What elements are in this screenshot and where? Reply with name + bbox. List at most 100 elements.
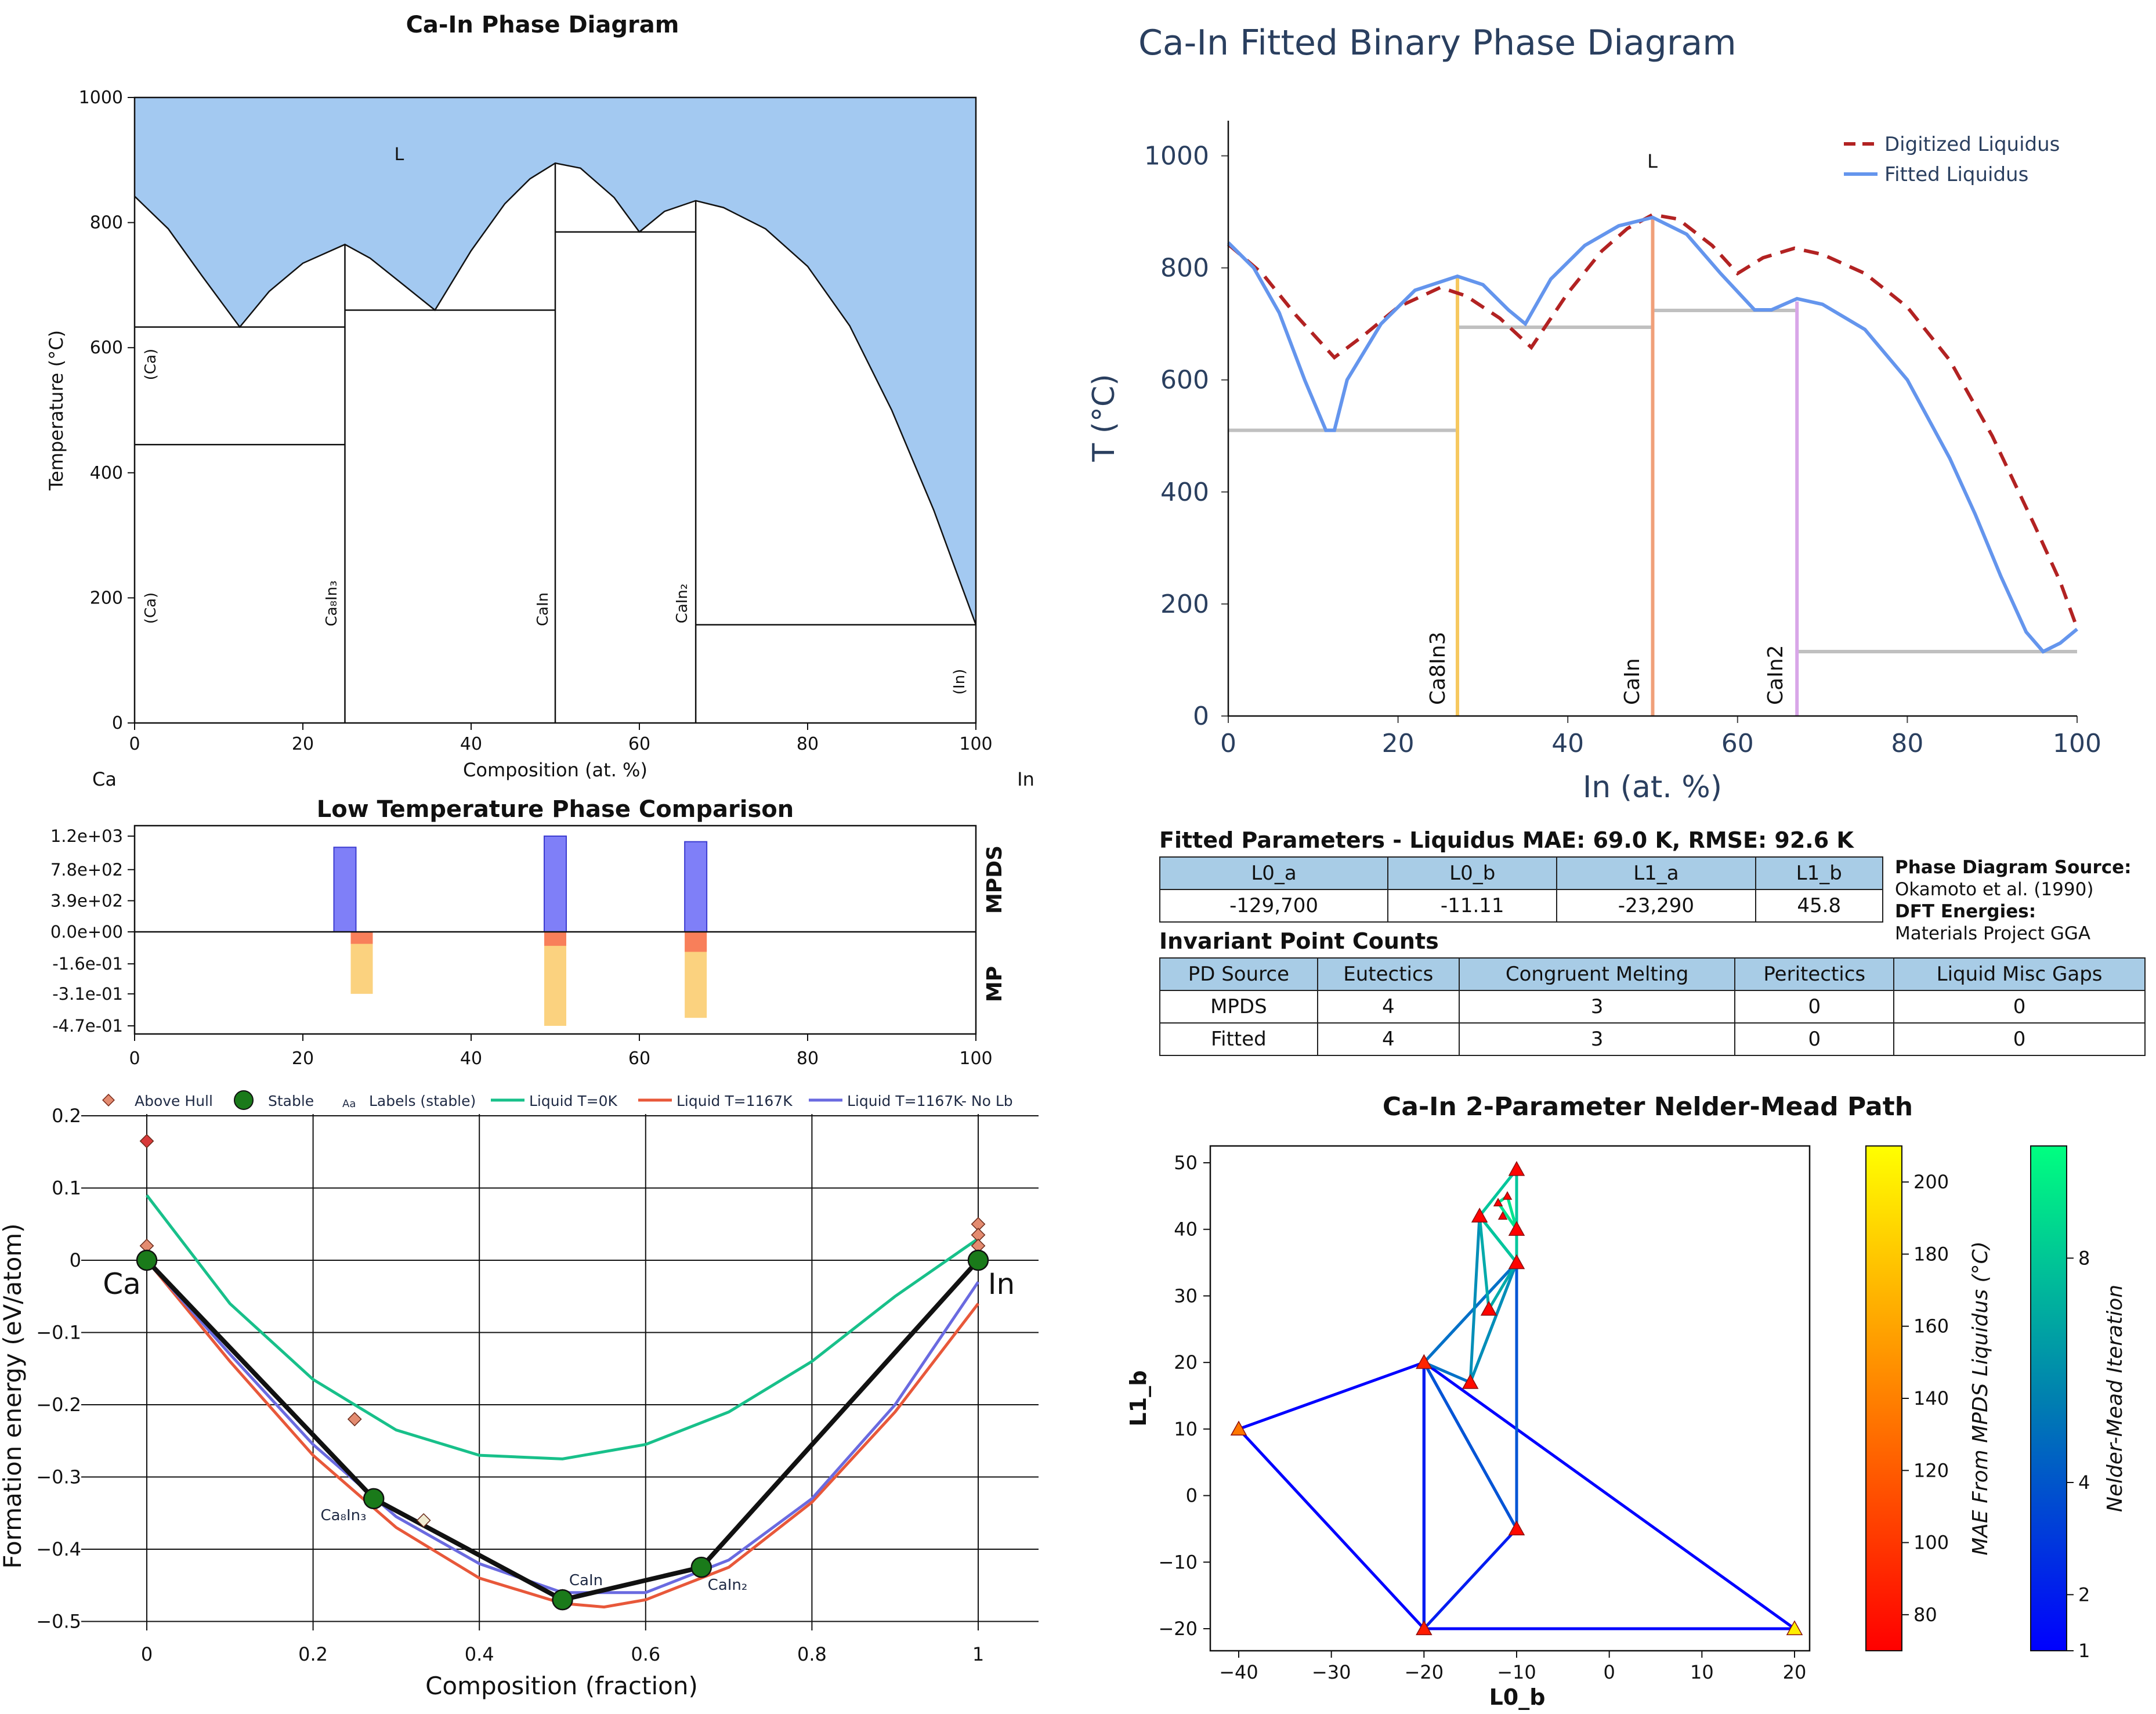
params-header-cell: L1_b: [1755, 856, 1884, 890]
pd2-title: Ca-In Fitted Binary Phase Diagram: [1138, 23, 1737, 63]
phase-label-ca-upper: (Ca): [142, 349, 160, 380]
above-hull-point: [416, 1513, 431, 1528]
phase-boundaries: [135, 163, 976, 723]
pd-source-label: Phase Diagram Source:: [1895, 857, 2132, 878]
x-tick-label: 60: [628, 734, 650, 754]
hull-grid: [81, 1114, 1039, 1630]
legend-liquid-1167k-label: Liquid T=1167K: [677, 1093, 793, 1109]
y-tick-label: -3.1e-01: [52, 984, 123, 1004]
y-tick-label: −0.4: [36, 1538, 81, 1560]
nm-point: [1462, 1374, 1479, 1389]
x-tick-label: 0.6: [631, 1643, 660, 1665]
x-tick-label: 0.8: [797, 1643, 827, 1665]
pd1-plot-frame: [133, 96, 977, 724]
nm-point: [1416, 1620, 1432, 1636]
x-tick-label: 40: [460, 734, 482, 754]
iteration-colorbar: [2030, 1145, 2067, 1651]
iter-tick-label: 4: [2078, 1471, 2090, 1494]
y-tick-label: 1.2e+03: [50, 826, 123, 846]
nm-axis-ticks: −40 −30 −20 −10 0 10 20 −20 −10 0 10 20 30 40 50: [1158, 1152, 1806, 1683]
x-tick-label: 20: [1382, 729, 1415, 758]
y-tick-label: 0: [70, 1249, 81, 1271]
hull-ylabel: Formation energy (eV/atom): [0, 1223, 27, 1568]
ltp-label-mpds: MPDS: [983, 845, 1007, 914]
y-tick-label: −0.1: [36, 1322, 81, 1344]
pd1-xlabel: Composition (at. %): [463, 759, 647, 781]
y-tick-label: −20: [1158, 1618, 1198, 1640]
inv-cell: 4: [1316, 1022, 1460, 1056]
pd2-axis-lines: [1227, 121, 2077, 717]
y-tick-label: 7.8e+02: [50, 860, 123, 880]
params-header-row: L0_a L0_b L1_a L1_b: [1159, 856, 1884, 890]
invariants-title: Invariant Point Counts: [1159, 928, 1439, 954]
pd2-liquid-label: L: [1647, 150, 1658, 172]
low-temp-comparison-panel: Low Temperature Phase Comparison 0 20 40 60…: [50, 796, 1007, 1069]
inv-cell: 0: [1734, 1022, 1895, 1056]
pd2-legend: Digitized Liquidus Fitted Liquidus: [1844, 133, 2060, 186]
x-tick-label: −40: [1219, 1661, 1258, 1683]
mae-colorbar: [1865, 1145, 1902, 1651]
x-tick-label: 0: [141, 1643, 153, 1665]
invariant-counts-table: PD Source Eutectics Congruent Melting Pe…: [1159, 957, 2146, 1056]
legend-fitted-label: Fitted Liquidus: [1884, 163, 2028, 186]
x-tick-label: 1: [972, 1643, 984, 1665]
above-hull-point: [971, 1238, 986, 1253]
x-tick-label: 0: [129, 1048, 140, 1069]
nm-points: [1230, 1160, 1803, 1636]
above-hull-point: [139, 1238, 154, 1253]
y-tick-label: 0.2: [52, 1105, 81, 1127]
params-value-cell: 45.8: [1755, 889, 1884, 923]
pd1-title: Ca-In Phase Diagram: [406, 12, 679, 38]
iteration-colorbar-label: Nelder-Mead Iteration: [2103, 1285, 2127, 1512]
inv-header-row: PD Source Eutectics Congruent Melting Pe…: [1159, 957, 2146, 991]
digitized-liquidus-line: [1227, 212, 2079, 629]
nm-point: [1480, 1300, 1497, 1316]
y-tick-label: 0.1: [52, 1177, 81, 1199]
x-tick-label: −20: [1405, 1661, 1444, 1683]
iter-tick-label: 8: [2078, 1247, 2090, 1269]
stable-point: [363, 1488, 385, 1510]
liquidus-line: [134, 162, 977, 625]
nm-point: [1497, 1211, 1508, 1220]
compound-label-cain2: CaIn2: [1764, 645, 1788, 705]
mp-bar-stable: [685, 932, 707, 952]
simplex-edge: [1422, 1359, 1799, 1630]
nm-point: [1471, 1207, 1488, 1223]
phase-label-cain2: CaIn₂: [674, 584, 691, 624]
inv-cell: 3: [1458, 1022, 1736, 1056]
nelder-mead-panel: Ca-In 2-Parameter Nelder-Mead Path −40 −3…: [1126, 1092, 2127, 1710]
stable-point: [552, 1589, 573, 1611]
inv-header-cell: Liquid Misc Gaps: [1893, 957, 2146, 991]
mae-tick-label: 120: [1913, 1459, 1949, 1481]
pd2-xlabel: In (at. %): [1583, 770, 1722, 805]
invariant-lines: [1228, 309, 2077, 653]
params-value-cell: -11.11: [1387, 889, 1558, 923]
compound-lines: [1456, 217, 1799, 716]
x-tick-label: 100: [959, 1048, 992, 1069]
y-tick-label: 50: [1174, 1152, 1198, 1174]
nm-plot-frame: [1209, 1145, 1811, 1652]
y-tick-label: -4.7e-01: [52, 1016, 123, 1036]
x-tick-label: 0: [129, 734, 140, 754]
params-title: Fitted Parameters - Liquidus MAE: 69.0 K…: [1159, 827, 1854, 853]
colorbar-ticks: 80 100 120 140 160 180 200 1 2 4 8: [1902, 1171, 2090, 1662]
x-tick-label: 0.2: [298, 1643, 328, 1665]
pd1-right-element: In: [1017, 768, 1034, 790]
inv-cell: 0: [1893, 990, 2146, 1024]
nm-point: [1508, 1520, 1525, 1536]
y-tick-label: −0.3: [36, 1466, 81, 1488]
ltp-bars: [333, 836, 708, 1026]
legend-labels-label: Labels (stable): [369, 1093, 476, 1109]
mae-colorbar-label: MAE From MPDS Liquidus (°C): [1969, 1241, 1992, 1556]
hull-axis-ticks: 0 0.2 0.4 0.6 0.8 1 0.2 0.1 0 −0.1 −0.2 −0.3 −0.4 −0.…: [36, 1105, 984, 1665]
dft-source-label: DFT Energies:: [1895, 901, 2036, 922]
simplex-edge: [1496, 1194, 1518, 1231]
source-info: Phase Diagram Source: Okamoto et al. (19…: [1895, 856, 2132, 945]
y-tick-label: 10: [1174, 1418, 1198, 1440]
inv-cell: MPDS: [1159, 990, 1318, 1024]
nm-point: [1230, 1420, 1247, 1436]
x-tick-label: 0: [1220, 729, 1236, 758]
nm-point: [1508, 1221, 1525, 1236]
ltp-label-mp: MP: [983, 966, 1007, 1002]
